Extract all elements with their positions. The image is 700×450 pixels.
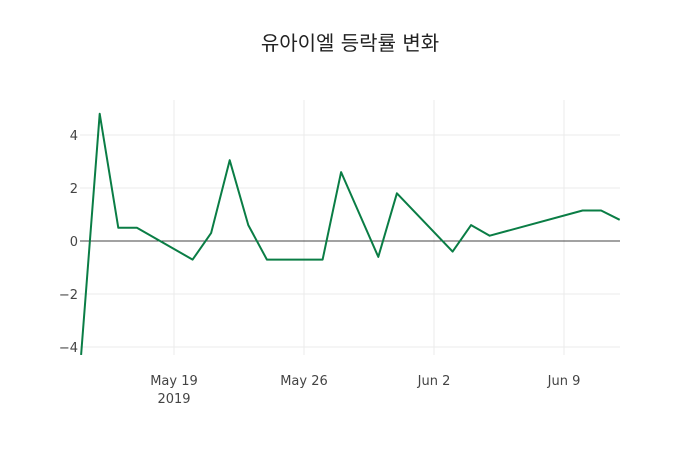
series-line xyxy=(80,112,621,355)
y-axis: 4 2 0 −2 −4 xyxy=(59,129,78,356)
y-tick-label: 4 xyxy=(70,129,78,144)
x-axis: May 19 2019 May 26 Jun 2 Jun 9 xyxy=(150,374,580,407)
grid-lines xyxy=(80,100,620,355)
y-tick-label: 0 xyxy=(70,235,78,250)
y-tick-label: 2 xyxy=(70,182,78,197)
x-tick-year-label: 2019 xyxy=(157,392,190,407)
x-tick-label: May 26 xyxy=(280,374,328,389)
y-tick-label: −4 xyxy=(59,341,78,356)
x-tick-label: Jun 9 xyxy=(547,374,581,389)
y-tick-label: −2 xyxy=(59,288,78,303)
x-tick-label: May 19 xyxy=(150,374,198,389)
chart-title: 유아이엘 등락률 변화 xyxy=(260,31,440,55)
x-tick-label: Jun 2 xyxy=(417,374,451,389)
